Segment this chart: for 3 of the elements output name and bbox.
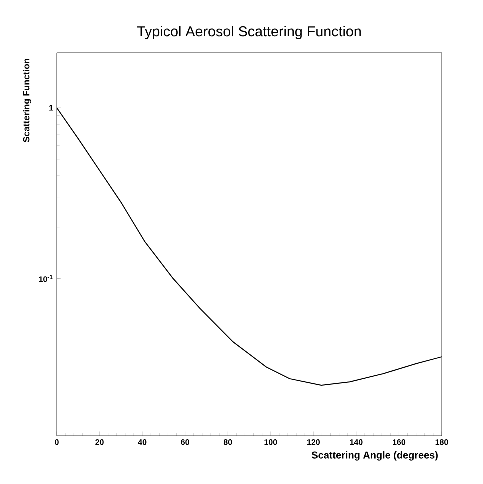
x-axis-title: Scattering Angle (degrees)	[312, 452, 438, 461]
chart-title: Typicol Aerosol Scattering Function	[137, 26, 361, 40]
y-axis-title: Scattering Function	[23, 59, 32, 142]
